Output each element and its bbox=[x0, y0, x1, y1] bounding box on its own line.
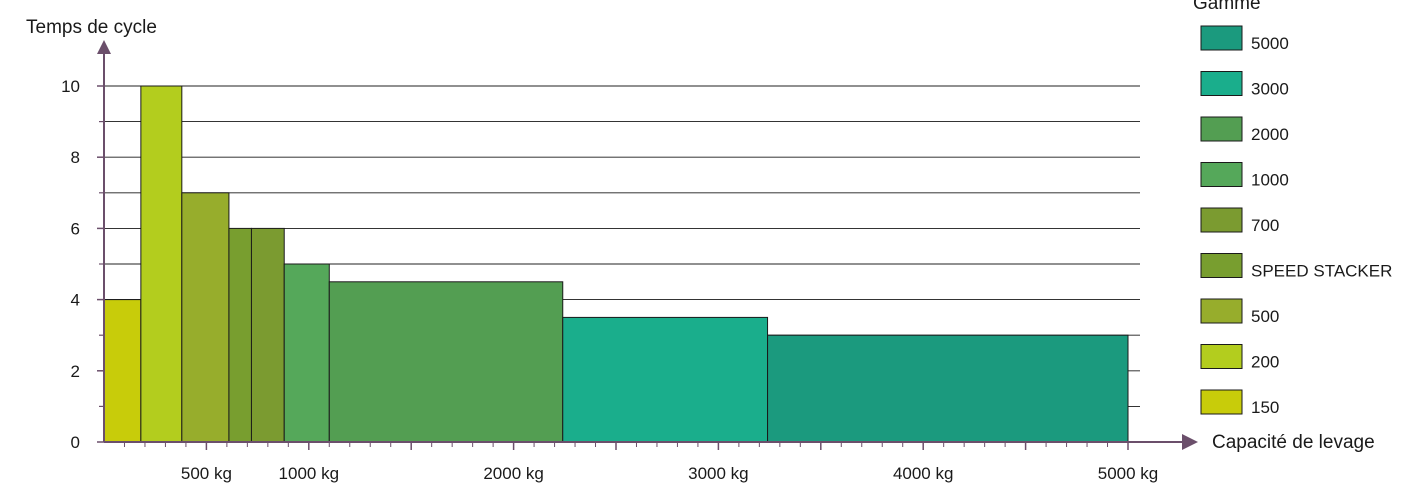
x-tick-label: 500 kg bbox=[181, 464, 232, 483]
y-axis-arrow bbox=[97, 40, 111, 54]
y-axis-title: Temps de cycle bbox=[26, 17, 157, 38]
legend-swatch bbox=[1200, 298, 1243, 324]
bar bbox=[328, 281, 564, 443]
legend-label: 2000 bbox=[1251, 125, 1289, 144]
x-tick-label: 1000 kg bbox=[279, 464, 340, 483]
tick-marks bbox=[97, 85, 1129, 450]
axes bbox=[97, 40, 1198, 450]
legend-swatch bbox=[1200, 207, 1243, 233]
legend-label: 700 bbox=[1251, 216, 1279, 235]
bar bbox=[103, 299, 142, 443]
legend-label: 1000 bbox=[1251, 171, 1289, 190]
legend-swatch bbox=[1200, 116, 1243, 142]
bar bbox=[562, 316, 769, 443]
y-tick-label: 0 bbox=[71, 433, 80, 452]
x-tick-label: 3000 kg bbox=[688, 464, 749, 483]
bar bbox=[250, 227, 285, 443]
legend-label: 150 bbox=[1251, 398, 1279, 417]
legend-label: 500 bbox=[1251, 307, 1279, 326]
x-axis-title: Capacité de levage bbox=[1212, 432, 1375, 453]
y-tick-label: 10 bbox=[61, 77, 80, 96]
x-tick-label: 2000 kg bbox=[483, 464, 544, 483]
y-tick-label: 8 bbox=[71, 148, 80, 167]
y-tick-label: 4 bbox=[71, 291, 80, 310]
legend-swatch bbox=[1200, 71, 1243, 96]
y-tick-label: 2 bbox=[71, 362, 80, 381]
legend-swatch bbox=[1200, 389, 1243, 415]
bar bbox=[228, 227, 252, 443]
legend-label: 5000 bbox=[1251, 34, 1289, 53]
legend-label: 200 bbox=[1251, 353, 1279, 372]
bar bbox=[140, 85, 183, 443]
bar bbox=[181, 192, 230, 443]
legend-swatch bbox=[1200, 253, 1243, 278]
x-tick-label: 4000 kg bbox=[893, 464, 954, 483]
legend-label: SPEED STACKER bbox=[1251, 262, 1392, 281]
bar bbox=[283, 263, 330, 443]
x-axis-arrow bbox=[1182, 434, 1198, 450]
bars bbox=[103, 85, 1129, 443]
x-tick-label: 5000 kg bbox=[1098, 464, 1159, 483]
tick-labels: 0 2 4 6 8 10 500 kg 1000 kg 2000 kg 3000 kg 4000 k… bbox=[61, 77, 1158, 483]
legend-label: 3000 bbox=[1251, 80, 1289, 99]
legend-title: Gamme bbox=[1193, 0, 1261, 14]
bar bbox=[767, 334, 1129, 443]
legend-swatch bbox=[1200, 344, 1243, 369]
y-tick-label: 6 bbox=[71, 219, 80, 238]
legend-swatch bbox=[1200, 25, 1243, 51]
legend: Gamme 5000 3000 2000 1000 700 SPEED STACKER 50… bbox=[1193, 0, 1392, 417]
legend-swatch bbox=[1200, 162, 1243, 187]
